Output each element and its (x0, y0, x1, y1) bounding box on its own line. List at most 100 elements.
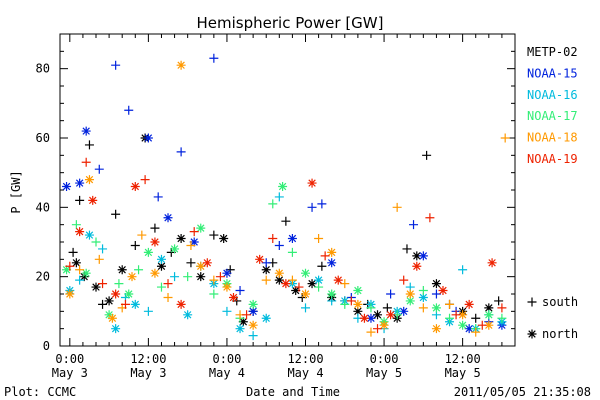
data-point-glyph (84, 230, 94, 240)
data-point (497, 313, 507, 323)
x-tick-label: May 5 (366, 366, 402, 380)
legend-marker-south (527, 297, 537, 307)
legend-marker-label: south (542, 295, 578, 309)
data-point-glyph (314, 234, 324, 244)
data-point-glyph (186, 240, 196, 250)
data-point-glyph (458, 310, 468, 320)
data-point (301, 268, 311, 278)
data-point-glyph (484, 310, 494, 320)
data-point-glyph (327, 289, 337, 299)
data-point-glyph (418, 251, 428, 261)
data-point-glyph (137, 230, 147, 240)
data-point (170, 272, 180, 282)
x-tick-label: 12:00 (130, 352, 166, 366)
data-point (314, 282, 324, 292)
data-point (458, 310, 468, 320)
data-point-glyph (255, 254, 265, 264)
legend-marker-north-glyph (527, 329, 537, 339)
data-point-glyph (287, 275, 297, 285)
data-point (418, 251, 428, 261)
data-point (75, 178, 85, 188)
data-point-glyph (307, 279, 317, 289)
data-point-glyph (418, 292, 428, 302)
data-point (353, 299, 363, 309)
data-point (127, 272, 137, 282)
y-tick-label: 40 (36, 200, 50, 214)
data-point (274, 192, 284, 202)
data-point-glyph (183, 310, 193, 320)
data-point-glyph (248, 320, 258, 330)
data-point (307, 202, 317, 212)
data-point-glyph (425, 213, 435, 223)
data-point (268, 234, 278, 244)
data-point (183, 310, 193, 320)
data-point-glyph (418, 303, 428, 313)
data-point-glyph (111, 60, 121, 70)
data-point (235, 324, 245, 334)
data-point-glyph (431, 289, 441, 299)
data-point-glyph (487, 258, 497, 268)
data-point-glyph (196, 261, 206, 271)
data-point-glyph (79, 272, 89, 282)
y-tick-label: 0 (43, 339, 50, 353)
data-point-glyph (65, 261, 75, 271)
data-point-glyph (366, 303, 376, 313)
data-point (91, 237, 101, 247)
data-point-glyph (500, 133, 510, 143)
data-point-glyph (346, 296, 356, 306)
data-point-glyph (353, 286, 363, 296)
data-point-glyph (163, 213, 173, 223)
data-point (189, 237, 199, 247)
data-point (386, 310, 396, 320)
data-point (71, 258, 81, 268)
data-point (373, 310, 383, 320)
data-point-glyph (405, 289, 415, 299)
data-point (418, 286, 428, 296)
data-point-glyph (320, 251, 330, 261)
data-point (88, 195, 98, 205)
data-point (353, 306, 363, 316)
data-point-glyph (68, 247, 78, 257)
data-point-glyph (307, 178, 317, 188)
data-point (471, 327, 481, 337)
data-point-glyph (186, 258, 196, 268)
data-point-glyph (274, 275, 284, 285)
data-point (291, 286, 301, 296)
data-point (94, 254, 104, 264)
data-point-glyph (228, 292, 238, 302)
data-point-glyph (183, 272, 193, 282)
data-point (104, 296, 114, 306)
data-point-glyph (235, 286, 245, 296)
data-point (209, 275, 219, 285)
data-point-glyph (75, 195, 85, 205)
legend-entry-noaa-15: NOAA-15 (527, 66, 578, 80)
data-point (494, 296, 504, 306)
data-point (333, 275, 343, 285)
data-point-glyph (222, 268, 232, 278)
data-point-glyph (81, 268, 91, 278)
data-point-glyph (274, 268, 284, 278)
data-point (130, 240, 140, 250)
data-point-glyph (156, 261, 166, 271)
data-point (65, 261, 75, 271)
x-tick-label: 0:00 (212, 352, 241, 366)
data-point (124, 105, 134, 115)
data-point (176, 234, 186, 244)
x-tick-label: 12:00 (445, 352, 481, 366)
data-point (287, 247, 297, 257)
data-point-glyph (287, 247, 297, 257)
data-point-glyph (202, 258, 212, 268)
data-point (163, 279, 173, 289)
data-point-glyph (431, 324, 441, 334)
data-point-glyph (458, 265, 468, 275)
data-point (464, 324, 474, 334)
data-point (405, 296, 415, 306)
data-point-glyph (153, 192, 163, 202)
data-point (366, 303, 376, 313)
data-point (418, 292, 428, 302)
data-point-glyph (156, 254, 166, 264)
data-point-glyph (98, 244, 108, 254)
data-point (228, 292, 238, 302)
data-point (94, 164, 104, 174)
